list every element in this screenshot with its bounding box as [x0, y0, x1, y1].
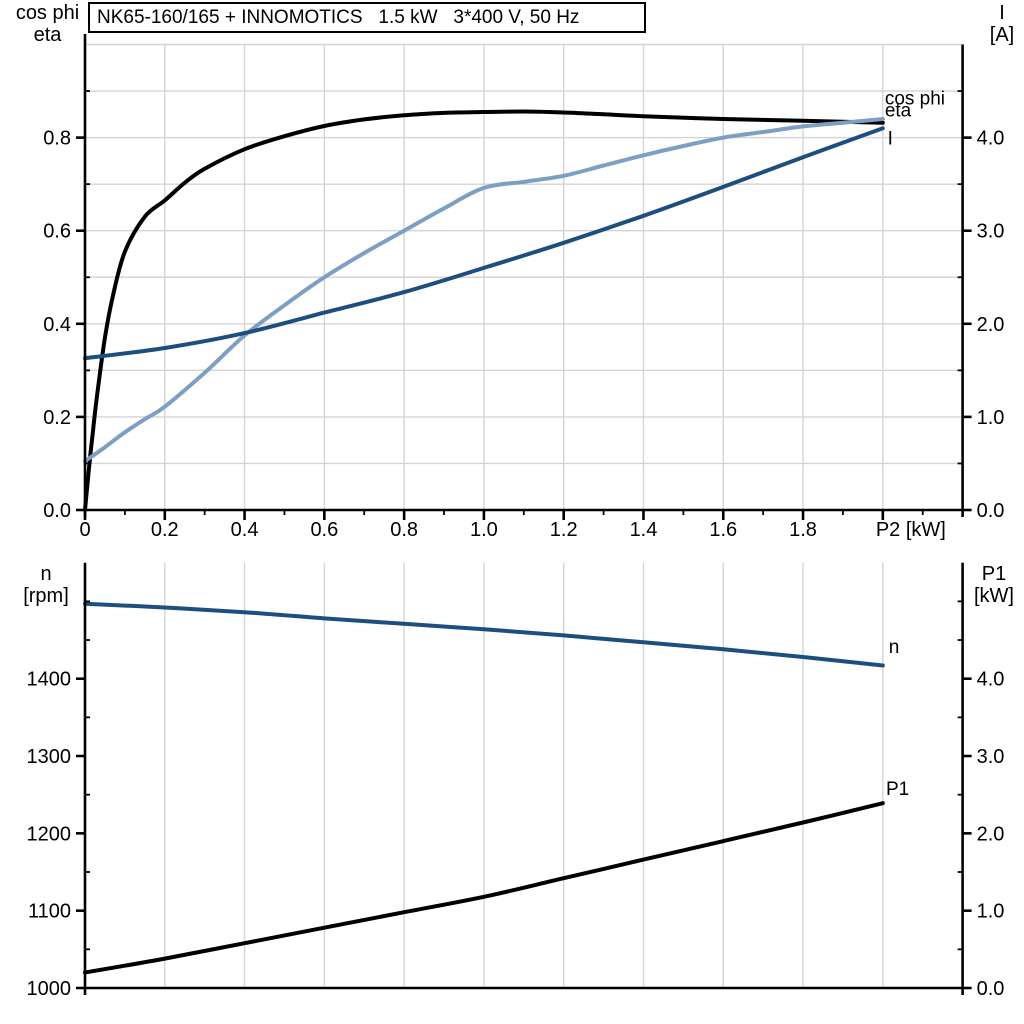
right-tick-label: 3.0: [977, 221, 1005, 243]
curve-n: [83, 601, 885, 668]
axis-title-speed: n: [40, 563, 52, 585]
axis-title-cos-phi: cos phi: [15, 2, 80, 24]
x-tick-label: 0.6: [310, 519, 338, 541]
series-label-I: I: [888, 128, 893, 149]
x-tick-label: 1.6: [709, 519, 737, 541]
series-label-P1: P1: [886, 779, 909, 800]
right-tick-label: 1.0: [977, 901, 1005, 923]
x-tick-label: 1.4: [630, 519, 658, 541]
bottom-chart-right-axis-title: P1 [kW]: [966, 563, 1022, 607]
chart-bottom: 1000 1100 1200 1300 1400 0.0 1.0 2.0 3.0 4.0 n P1: [27, 562, 1005, 1000]
left-tick-label: 0.8: [43, 128, 71, 150]
x-tick-label: 1.2: [550, 519, 578, 541]
top-chart-right-axis-title: I [A]: [980, 2, 1024, 46]
axis-title-p1: P1: [981, 563, 1007, 585]
right-tick-label: 1.0: [977, 407, 1005, 429]
x-tick-label: 0.4: [231, 519, 259, 541]
curve-eta: [83, 109, 885, 512]
x-axis-label: P2 [kW]: [876, 519, 946, 541]
left-tick-label: 0.6: [43, 221, 71, 243]
right-tick-label: 4.0: [977, 128, 1005, 150]
right-tick-label: 2.0: [977, 823, 1005, 845]
left-tick-label: 0.4: [43, 314, 71, 336]
curve-P1: [83, 801, 885, 975]
left-tick-label: 0.0: [43, 500, 71, 522]
x-tick-label: 0: [79, 519, 90, 541]
axis-title-p1-unit: [kW]: [974, 585, 1014, 607]
left-tick-label: 1400: [27, 669, 72, 691]
right-tick-label: 4.0: [977, 669, 1005, 691]
chart-title: NK65-160/165 + INNOMOTICS 1.5 kW 3*400 V…: [97, 6, 580, 28]
axis-title-eta: eta: [33, 24, 62, 46]
left-tick-label: 1200: [27, 823, 72, 845]
axis-title-current: I: [999, 2, 1005, 24]
top-chart-left-axis-title: cos phi eta: [6, 2, 89, 46]
series-label-eta: eta: [885, 101, 912, 122]
right-tick-label: 3.0: [977, 746, 1005, 768]
left-tick-label: 1000: [27, 978, 72, 1000]
axis-title-current-unit: [A]: [989, 24, 1015, 46]
axis-title-speed-unit: [rpm]: [23, 585, 69, 607]
right-tick-label: 0.0: [977, 978, 1005, 1000]
x-tick-label: 1.8: [789, 519, 817, 541]
series-label-n: n: [889, 637, 900, 658]
left-tick-label: 1300: [27, 746, 72, 768]
x-tick-label: 0.8: [390, 519, 418, 541]
left-tick-label: 0.2: [43, 407, 71, 429]
right-tick-label: 2.0: [977, 314, 1005, 336]
right-tick-label: 0.0: [977, 500, 1005, 522]
bottom-chart-left-axis-title: n [rpm]: [4, 563, 88, 607]
chart-title-box: NK65-160/165 + INNOMOTICS 1.5 kW 3*400 V…: [88, 2, 646, 33]
curve-I: [83, 126, 885, 361]
series-label-cos-phi: cos phi: [885, 88, 945, 109]
x-tick-label: 1.0: [470, 519, 498, 541]
curve-cos-phi: [83, 117, 885, 464]
x-tick-label: 0.2: [151, 519, 179, 541]
chart-top: 0.0 0.2 0.4 0.6 0.8 0.0 1.0 2.0 3.0 4.0 0 0.2 0.4 0.6…: [43, 34, 1004, 541]
left-tick-label: 1100: [28, 901, 71, 923]
